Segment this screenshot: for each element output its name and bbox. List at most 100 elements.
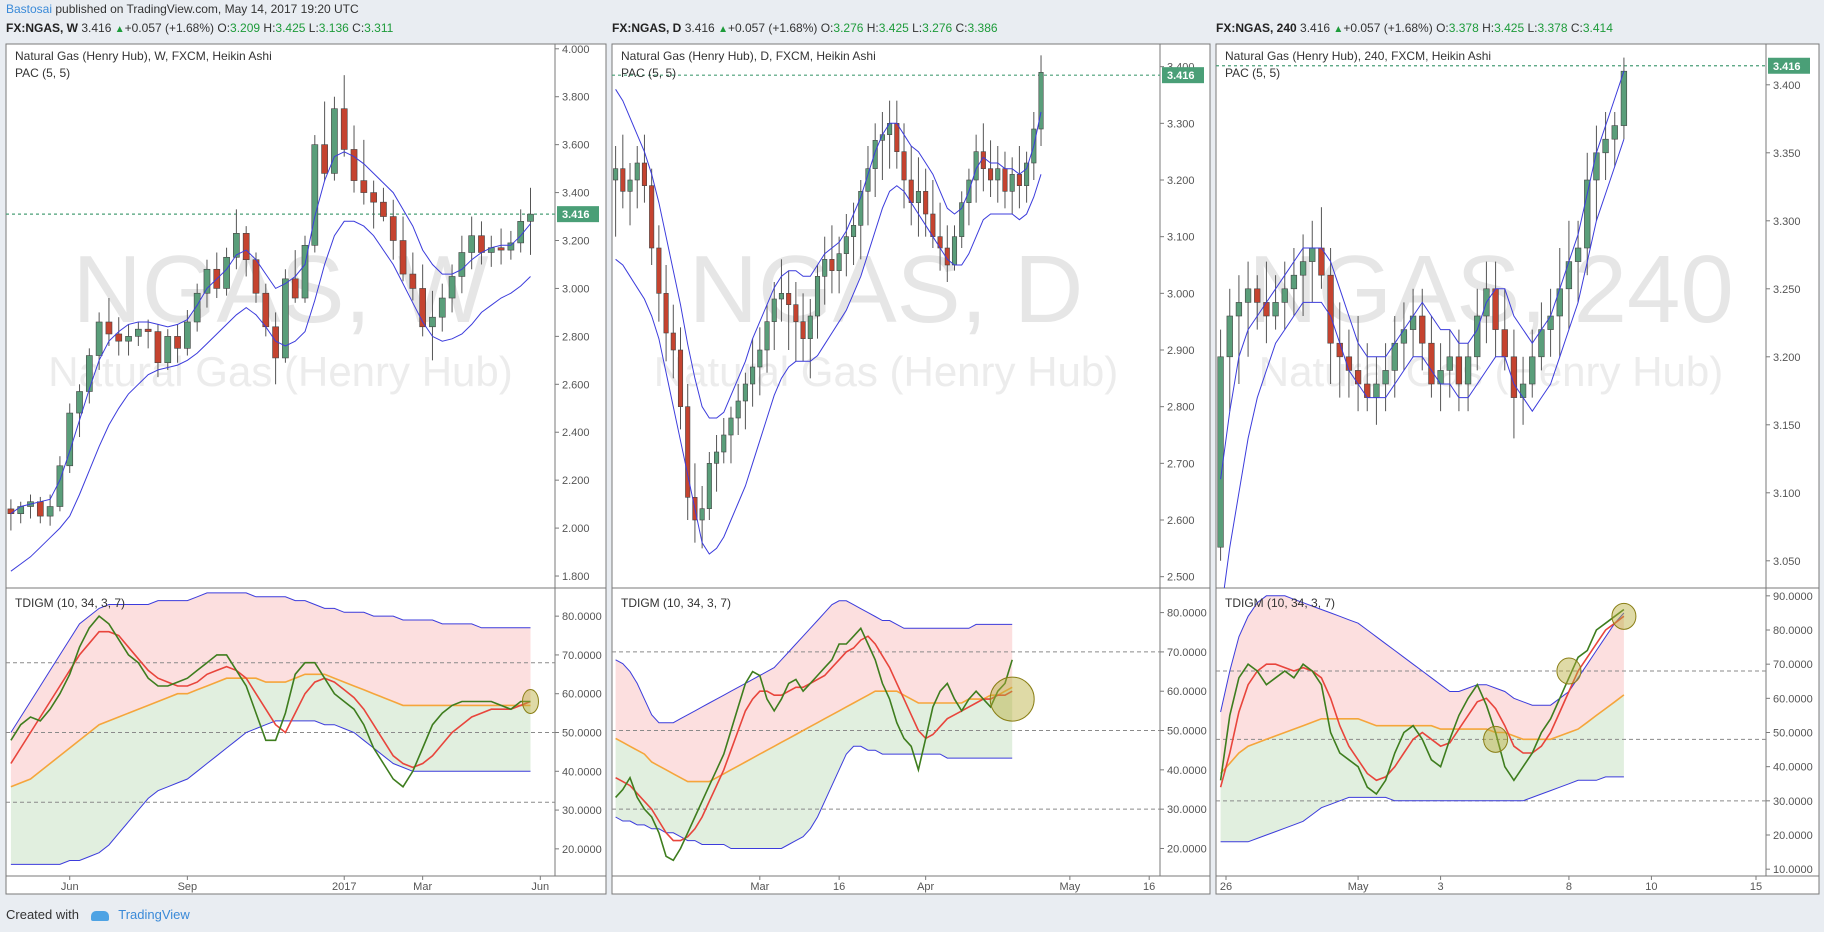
candle — [771, 298, 777, 322]
time-tick-label: 16 — [1143, 881, 1155, 893]
publish-text: published on TradingView.com, May 14, 20… — [55, 2, 359, 16]
candle — [262, 292, 270, 328]
candle — [203, 268, 211, 294]
candle — [507, 242, 515, 251]
tdi-upper-band — [615, 600, 1013, 724]
candle — [438, 297, 446, 318]
last-price-tag — [1768, 57, 1810, 74]
tdi-lower-band-fill — [615, 687, 1013, 849]
watermark-symbol: NGAS, 240 — [1248, 236, 1734, 343]
tdi-mid-line — [615, 686, 1013, 783]
watermark-name: Natural Gas (Henry Hub) — [48, 348, 512, 395]
symbol: FX:NGAS, 240 — [1216, 21, 1297, 35]
candle — [193, 292, 201, 323]
candles — [7, 75, 534, 572]
candle — [1263, 302, 1270, 317]
candle — [1002, 168, 1008, 192]
tdi-label: TDIGM (10, 34, 3, 7) — [15, 596, 125, 610]
candle — [144, 328, 152, 332]
pac-label: PAC (5, 5) — [15, 66, 70, 80]
tdi-tick-label: 70.0000 — [1773, 659, 1813, 671]
price-tick-label: 1.800 — [562, 571, 590, 583]
author-link[interactable]: Bastosai — [6, 2, 53, 16]
candle — [699, 508, 705, 521]
price-tick-label: 2.200 — [562, 475, 590, 487]
candle — [340, 108, 348, 150]
tdi-tick-label: 30.0000 — [562, 805, 602, 817]
tdi-pane — [1216, 595, 1766, 843]
time-tick-label: 2017 — [332, 881, 356, 893]
candle — [164, 336, 172, 364]
price-tick-label: 2.900 — [1167, 345, 1195, 357]
candles — [1217, 57, 1628, 588]
tdi-tick-label: 70.0000 — [1167, 647, 1207, 659]
tradingview-link[interactable]: TradingView — [118, 907, 190, 922]
candle — [995, 168, 1001, 181]
candle — [627, 179, 633, 192]
candle — [1290, 274, 1298, 290]
candle — [17, 506, 25, 515]
candle — [517, 221, 525, 244]
high-value: 3.425 — [878, 21, 909, 35]
candle — [242, 233, 250, 260]
candle — [223, 256, 230, 289]
candle — [843, 236, 849, 254]
candle — [1611, 125, 1618, 140]
candle — [1455, 356, 1463, 385]
candle — [1226, 315, 1233, 358]
candle — [272, 326, 279, 359]
created-with: Created with — [6, 907, 79, 922]
candle — [1519, 383, 1527, 398]
tdi-tick-label: 50.0000 — [562, 728, 602, 740]
last-price-tag — [1162, 67, 1204, 84]
candle — [458, 252, 466, 277]
candle — [908, 179, 914, 203]
price-tick-label: 3.350 — [1773, 148, 1801, 160]
candle — [872, 140, 878, 169]
candle — [829, 259, 835, 271]
top-bar: Bastosai published on TradingView.com, M… — [0, 0, 1824, 18]
candle — [1446, 356, 1453, 371]
pac-lower-line — [10, 220, 531, 572]
candle — [980, 151, 986, 169]
price-tick-label: 3.050 — [1773, 556, 1801, 568]
candle — [1574, 247, 1582, 262]
candle — [527, 213, 534, 222]
candle — [1281, 288, 1288, 303]
tdi-upper-band-fill — [10, 592, 531, 787]
candle — [901, 151, 907, 181]
candle — [1464, 356, 1472, 385]
open-value: 3.276 — [833, 21, 864, 35]
candle — [706, 463, 712, 509]
candle — [1492, 288, 1499, 330]
last-price-label: 3.416 — [1773, 61, 1801, 73]
candle — [1510, 356, 1518, 398]
pac-lower-line — [615, 174, 1042, 555]
candles — [613, 55, 1044, 555]
candle — [1529, 356, 1536, 385]
pac-upper-line — [10, 151, 531, 515]
candle — [291, 278, 299, 299]
candle — [1299, 261, 1307, 276]
candle — [105, 321, 113, 335]
time-tick-label: 10 — [1645, 881, 1657, 893]
candle — [1327, 274, 1334, 344]
high-value: 3.425 — [275, 21, 306, 35]
tdi-signal-line — [615, 635, 1013, 842]
close-value: 3.311 — [364, 21, 394, 35]
candle — [135, 328, 142, 337]
tdi-tick-label: 40.0000 — [1773, 762, 1813, 774]
low-value: 3.378 — [1537, 21, 1568, 35]
price-tick-label: 4.000 — [562, 44, 590, 56]
tdi-rsi-line — [615, 626, 1013, 862]
last-price-label: 3.416 — [1167, 70, 1195, 82]
tradingview-logo-icon — [90, 910, 109, 921]
candle — [213, 268, 221, 289]
tdi-tick-label: 20.0000 — [1167, 843, 1207, 855]
candle — [46, 506, 54, 517]
candle — [1235, 302, 1243, 317]
candle — [750, 366, 756, 385]
